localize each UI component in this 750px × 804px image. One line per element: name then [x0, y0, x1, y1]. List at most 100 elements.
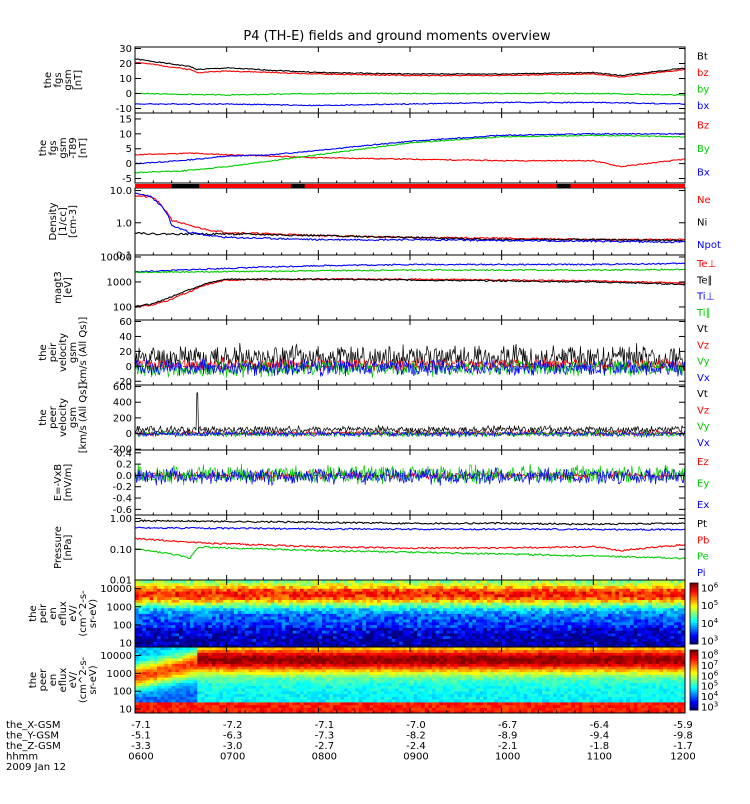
spectrogram-cell	[234, 650, 238, 653]
spectrogram-cell	[333, 622, 337, 625]
spectrogram-cell	[612, 614, 616, 617]
spectrogram-cell	[223, 653, 227, 656]
spectrogram-cell	[641, 608, 645, 611]
spectrogram-cell	[168, 675, 172, 678]
spectrogram-cell	[366, 625, 370, 628]
spectrogram-cell	[326, 639, 330, 642]
spectrogram-cell	[139, 666, 143, 669]
spectrogram-cell	[278, 602, 282, 605]
spectrogram-cell	[245, 588, 249, 591]
spectrogram-cell	[436, 639, 440, 642]
spectrogram-cell	[656, 594, 660, 597]
spectrogram-cell	[304, 625, 308, 628]
spectrogram-cell	[630, 625, 634, 628]
spectrogram-cell	[564, 611, 568, 614]
spectrogram-cell	[557, 622, 561, 625]
spectrogram-cell	[593, 619, 597, 622]
spectrogram-cell	[256, 628, 260, 631]
spectrogram-cell	[318, 597, 322, 600]
spectrogram-cell	[377, 636, 381, 639]
spectrogram-cell	[179, 597, 183, 600]
spectrogram-cell	[568, 616, 572, 619]
spectrogram-cell	[190, 655, 194, 658]
spectrogram-cell	[311, 639, 315, 642]
spectrogram-cell	[505, 619, 509, 622]
y-tick-label: 0	[126, 429, 132, 440]
spectrogram-cell	[311, 616, 315, 619]
spectrogram-cell	[238, 655, 242, 658]
spectrogram-cell	[197, 655, 201, 658]
spectrogram-cell	[491, 628, 495, 631]
spectrogram-cell	[315, 616, 319, 619]
spectrogram-cell	[454, 588, 458, 591]
spectrogram-cell	[205, 686, 209, 689]
spectrogram-cell	[322, 594, 326, 597]
spectrogram-cell	[282, 597, 286, 600]
spectrogram-cell	[560, 602, 564, 605]
spectrogram-cell	[564, 636, 568, 639]
spectrogram-cell	[421, 616, 425, 619]
spectrogram-cell	[168, 594, 172, 597]
spectrogram-cell	[245, 691, 249, 694]
spectrogram-cell	[190, 597, 194, 600]
spectrogram-cell	[384, 614, 388, 617]
spectrogram-cell	[351, 605, 355, 608]
spectrogram-cell	[590, 616, 594, 619]
spectrogram-cell	[234, 694, 238, 697]
spectrogram-cell	[337, 619, 341, 622]
spectrogram-cell	[568, 628, 572, 631]
spectrogram-cell	[461, 630, 465, 633]
spectrogram-cell	[678, 625, 682, 628]
spectrogram-cell	[384, 636, 388, 639]
spectrogram-cell	[340, 625, 344, 628]
spectrogram-cell	[648, 611, 652, 614]
spectrogram-cell	[403, 605, 407, 608]
spectrogram-cell	[304, 588, 308, 591]
spectrogram-cell	[535, 636, 539, 639]
spectrogram-cell	[377, 586, 381, 589]
spectrogram-cell	[344, 628, 348, 631]
spectrogram-cell	[494, 639, 498, 642]
spectrogram-cell	[656, 611, 660, 614]
spectrogram-cell	[296, 628, 300, 631]
spectrogram-cell	[549, 625, 553, 628]
spectrogram-cell	[245, 614, 249, 617]
spectrogram-cell	[652, 616, 656, 619]
legend-entry: Pi	[697, 568, 706, 579]
spectrogram-cell	[663, 602, 667, 605]
spectrogram-cell	[535, 591, 539, 594]
spectrogram-cell	[249, 619, 253, 622]
spectrogram-cell	[249, 691, 253, 694]
spectrogram-cell	[436, 602, 440, 605]
spectrogram-cell	[142, 699, 146, 702]
spectrogram-cell	[575, 641, 579, 644]
spectrogram-cell	[161, 594, 165, 597]
spectrogram-cell	[641, 641, 645, 644]
spectrogram-cell	[601, 586, 605, 589]
spectrogram-cell	[370, 622, 374, 625]
spectrogram-cell	[645, 619, 649, 622]
spectrogram-cell	[373, 625, 377, 628]
spectrogram-cell	[175, 630, 179, 633]
spectrogram-cell	[410, 616, 414, 619]
spectrogram-cell	[307, 608, 311, 611]
spectrogram-cell	[197, 611, 201, 614]
spectrogram-cell	[153, 653, 157, 656]
spectrogram-cell	[458, 605, 462, 608]
spectrogram-cell	[670, 625, 674, 628]
spectrogram-cell	[164, 661, 168, 664]
spectrogram-cell	[428, 591, 432, 594]
spectrogram-cell	[230, 669, 234, 672]
spectrogram-cell	[212, 658, 216, 661]
spectrogram-cell	[161, 669, 165, 672]
spectrogram-cell	[542, 594, 546, 597]
spectrogram-cell	[670, 616, 674, 619]
spectrogram-cell	[172, 583, 176, 586]
spectrogram-cell	[249, 594, 253, 597]
spectrogram-cell	[428, 586, 432, 589]
spectrogram-cell	[571, 636, 575, 639]
spectrogram-cell	[406, 597, 410, 600]
spectrogram-cell	[150, 619, 154, 622]
spectrogram-cell	[153, 699, 157, 702]
spectrogram-cell	[447, 636, 451, 639]
